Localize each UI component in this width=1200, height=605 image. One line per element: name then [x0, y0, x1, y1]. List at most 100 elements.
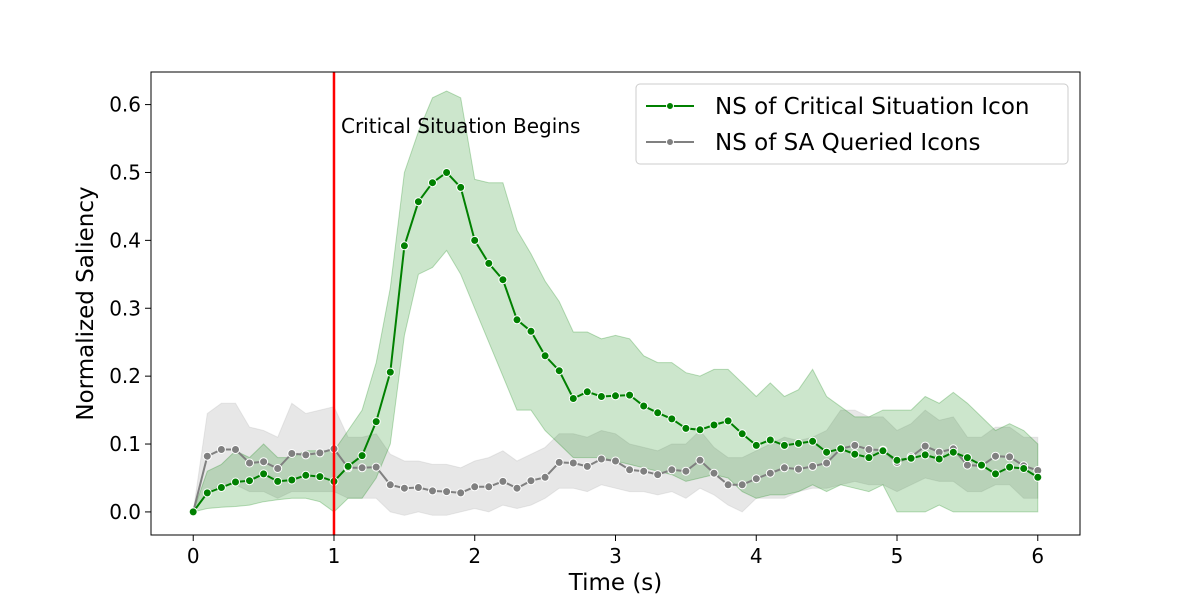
point-critical	[948, 447, 958, 457]
point-critical	[934, 454, 944, 464]
point-sa-queried	[822, 458, 832, 468]
point-sa-queried	[498, 476, 508, 486]
legend-label-critical: NS of Critical Situation Icon	[715, 94, 1029, 120]
point-critical	[878, 446, 888, 456]
point-sa-queried	[470, 482, 480, 492]
point-critical	[399, 241, 409, 251]
point-critical	[794, 438, 803, 448]
point-sa-queried	[371, 462, 381, 472]
point-critical	[808, 436, 818, 446]
point-sa-queried	[695, 455, 705, 465]
point-sa-queried	[428, 486, 437, 496]
point-sa-queried	[653, 470, 663, 480]
point-sa-queried	[723, 480, 733, 490]
point-sa-queried	[864, 445, 874, 454]
y-tick-label: 0.1	[109, 432, 141, 456]
point-critical	[385, 367, 395, 377]
y-tick-label: 0.3	[109, 296, 141, 320]
point-critical	[709, 420, 719, 430]
point-critical	[977, 460, 986, 470]
x-axis-ticks: 0 1 2 3 4 5 6	[187, 535, 1044, 568]
point-critical	[315, 472, 325, 482]
point-sa-queried	[357, 463, 367, 473]
point-sa-queried	[779, 463, 789, 473]
point-critical	[836, 444, 846, 454]
x-tick-label: 1	[328, 544, 341, 568]
point-critical	[639, 401, 649, 411]
point-critical	[822, 447, 832, 457]
series-markers	[188, 168, 1043, 517]
point-sa-queried	[540, 472, 550, 482]
point-critical	[470, 235, 480, 245]
point-critical	[188, 507, 198, 517]
point-sa-queried	[202, 451, 212, 461]
point-critical	[287, 475, 297, 485]
point-critical	[343, 461, 353, 471]
point-sa-queried	[1005, 452, 1015, 462]
point-critical	[259, 469, 269, 479]
point-critical	[245, 476, 254, 486]
point-sa-queried	[484, 482, 494, 492]
point-sa-queried	[765, 468, 775, 478]
x-tick-label: 3	[609, 544, 622, 568]
point-critical	[526, 326, 536, 336]
point-sa-queried	[639, 466, 649, 476]
point-critical	[484, 258, 494, 268]
point-critical	[625, 390, 635, 400]
point-sa-queried	[385, 480, 395, 490]
point-critical	[357, 451, 367, 461]
critical-situation-annotation: Critical Situation Begins	[341, 114, 580, 138]
point-sa-queried	[667, 465, 677, 475]
point-critical	[1019, 464, 1029, 473]
point-critical	[1005, 462, 1015, 472]
point-critical	[765, 435, 775, 445]
legend: NS of Critical Situation Icon NS of SA Q…	[635, 83, 1069, 165]
y-tick-label: 0.0	[109, 500, 141, 524]
x-tick-label: 5	[891, 544, 904, 568]
point-critical	[991, 469, 1000, 479]
point-sa-queried	[413, 483, 423, 492]
legend-entry-critical: NS of Critical Situation Icon	[646, 94, 1029, 120]
point-critical	[695, 425, 705, 435]
point-critical	[737, 429, 747, 439]
point-sa-queried	[920, 441, 930, 451]
point-critical	[568, 394, 578, 403]
point-critical	[892, 455, 902, 465]
point-sa-queried	[456, 488, 466, 498]
point-critical	[751, 440, 761, 450]
point-sa-queried	[582, 461, 592, 471]
x-axis-label: Time (s)	[568, 570, 663, 596]
point-critical	[850, 449, 860, 459]
point-sa-queried	[512, 483, 522, 493]
point-critical	[611, 391, 620, 401]
y-tick-label: 0.2	[109, 364, 141, 388]
point-critical	[554, 366, 564, 376]
point-sa-queried	[625, 465, 635, 475]
point-sa-queried	[554, 457, 564, 467]
point-sa-queried	[962, 460, 972, 470]
point-sa-queried	[526, 476, 536, 486]
point-sa-queried	[991, 451, 1000, 461]
point-critical	[596, 392, 606, 401]
point-critical	[216, 483, 226, 492]
point-critical	[456, 182, 466, 192]
legend-label-sa-queried: NS of SA Queried Icons	[715, 130, 980, 156]
point-sa-queried	[808, 461, 818, 471]
point-critical	[512, 315, 522, 325]
point-sa-queried	[315, 448, 325, 458]
point-critical	[428, 178, 437, 188]
point-critical	[540, 351, 550, 361]
point-sa-queried	[794, 464, 803, 474]
point-sa-queried	[301, 450, 311, 460]
point-critical	[202, 488, 212, 498]
y-tick-label: 0.5	[109, 160, 141, 184]
point-critical	[413, 197, 423, 207]
point-sa-queried	[259, 457, 269, 467]
point-sa-queried	[287, 449, 297, 458]
legend-entry-sa-queried: NS of SA Queried Icons	[646, 130, 980, 156]
point-critical	[653, 408, 663, 418]
point-critical	[442, 168, 452, 177]
point-critical	[582, 387, 592, 397]
